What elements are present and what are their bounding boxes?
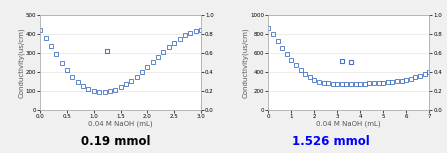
Text: 1.526 mmol: 1.526 mmol bbox=[292, 135, 370, 148]
X-axis label: 0.04 M NaOH (mL): 0.04 M NaOH (mL) bbox=[88, 121, 153, 127]
Text: 0.19 mmol: 0.19 mmol bbox=[81, 135, 151, 148]
X-axis label: 0.04 M NaOH (mL): 0.04 M NaOH (mL) bbox=[316, 121, 381, 127]
Y-axis label: Conductivity(us/cm): Conductivity(us/cm) bbox=[18, 27, 24, 98]
Y-axis label: Conductivity(us/cm): Conductivity(us/cm) bbox=[242, 27, 249, 98]
